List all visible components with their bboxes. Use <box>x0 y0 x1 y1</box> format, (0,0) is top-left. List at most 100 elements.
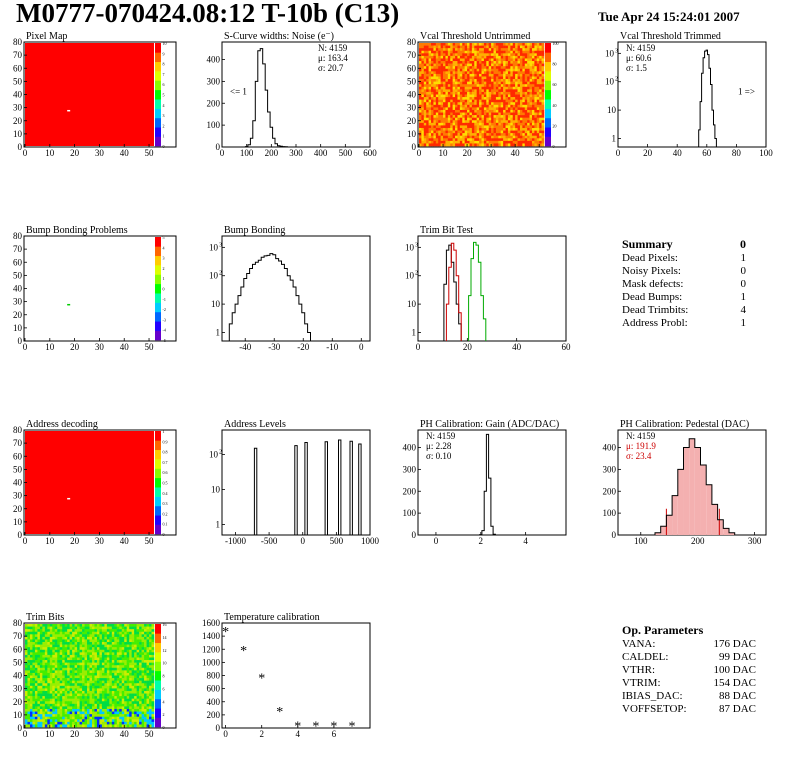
heatmap-cell <box>421 81 425 85</box>
heatmap-cell <box>52 631 56 635</box>
heatmap-cell <box>474 117 477 121</box>
heatmap-cell <box>493 94 497 98</box>
heatmap-cell <box>52 690 56 694</box>
heatmap-cell <box>467 79 470 82</box>
heatmap-cell <box>27 654 31 658</box>
heatmap-cell <box>101 678 105 681</box>
heatmap-cell <box>91 680 95 684</box>
heatmap-cell <box>72 672 75 676</box>
heatmap-cell <box>483 68 487 72</box>
heatmap-cell <box>99 647 103 651</box>
heatmap-cell <box>59 685 63 689</box>
heatmap-cell <box>452 143 456 147</box>
heatmap-cell <box>42 629 46 633</box>
heatmap-cell <box>111 693 115 697</box>
heatmap-cell <box>27 719 31 723</box>
heatmap-cell <box>512 107 516 111</box>
heatmap-cell <box>91 721 95 725</box>
heatmap-cell <box>44 624 48 627</box>
heatmap-cell <box>479 109 482 113</box>
heatmap-cell <box>529 138 533 142</box>
heatmap-cell <box>37 685 41 689</box>
heatmap-cell <box>474 45 477 49</box>
heatmap-cell <box>452 58 456 62</box>
heatmap-cell <box>89 678 93 681</box>
heatmap-cell <box>59 636 63 640</box>
heatmap-cell <box>82 693 85 697</box>
heatmap-cell <box>34 672 38 676</box>
heatmap-cell <box>34 711 38 715</box>
heatmap-cell <box>111 685 115 689</box>
heatmap-cell <box>124 680 128 684</box>
heatmap-cell <box>517 125 521 129</box>
heatmap-cell <box>89 721 93 725</box>
heatmap-cell <box>104 714 108 718</box>
heatmap-cell <box>49 724 53 728</box>
heatmap-cell <box>481 61 485 64</box>
heatmap-cell <box>541 79 545 82</box>
heatmap-cell <box>423 138 427 142</box>
heatmap-cell <box>62 639 65 643</box>
heatmap-cell <box>515 140 518 144</box>
heatmap-cell <box>104 636 108 640</box>
heatmap-cell <box>493 53 497 57</box>
heatmap-cell <box>25 642 28 645</box>
heatmap-cell <box>121 672 125 676</box>
heatmap-cell <box>527 79 530 82</box>
heatmap-cell <box>52 629 56 633</box>
heatmap-cell <box>539 94 542 98</box>
heatmap-cell <box>139 696 142 699</box>
heatmap-cell <box>517 115 521 118</box>
heatmap-cell <box>476 84 480 88</box>
heatmap-cell <box>111 649 115 653</box>
heatmap-cell <box>529 94 533 98</box>
heatmap-cell <box>498 109 502 113</box>
panel-title: Address Levels <box>224 419 286 430</box>
heatmap-cell <box>505 53 509 57</box>
heatmap-cell <box>419 79 422 82</box>
heatmap-cell <box>503 66 506 70</box>
heatmap-cell <box>89 708 93 712</box>
heatmap-cell <box>433 68 437 72</box>
heatmap-cell <box>57 696 61 699</box>
heatmap-cell <box>500 117 504 121</box>
heatmap-cell <box>531 58 535 62</box>
heatmap-cell <box>500 109 504 113</box>
heatmap-cell <box>54 680 58 684</box>
heatmap-cell <box>129 672 132 676</box>
heatmap-cell <box>47 680 51 684</box>
heatmap-cell <box>121 719 125 723</box>
heatmap-cell <box>433 89 437 93</box>
heatmap-cell <box>519 120 523 124</box>
heatmap-cell <box>37 644 41 648</box>
heatmap-cell <box>464 122 468 126</box>
heatmap-cell <box>77 647 80 651</box>
heatmap-cell <box>522 55 526 59</box>
heatmap-cell <box>82 678 85 681</box>
panel-frame <box>221 622 371 729</box>
heatmap-cell <box>531 79 535 82</box>
heatmap-cell <box>500 45 504 49</box>
heatmap-cell <box>42 649 46 653</box>
heatmap-cell <box>527 71 530 75</box>
heatmap-cell <box>39 693 43 697</box>
heatmap-cell <box>529 86 533 90</box>
heatmap-cell <box>64 716 68 720</box>
heatmap-cell <box>433 99 437 103</box>
heatmap-cell <box>493 122 497 126</box>
x-tick-label: 500 <box>339 148 353 158</box>
heatmap-cell <box>84 652 88 656</box>
heatmap-cell <box>438 61 441 64</box>
heatmap-cell <box>467 143 470 147</box>
heatmap-cell <box>421 107 425 111</box>
colorbar-segment <box>155 440 161 451</box>
heatmap-cell <box>151 652 155 656</box>
heatmap-cell <box>94 624 98 627</box>
heatmap-cell <box>119 714 123 718</box>
heatmap-cell <box>109 657 113 661</box>
heatmap-cell <box>435 84 439 88</box>
heatmap-cell <box>69 629 73 633</box>
colorbar-segment <box>155 459 161 469</box>
heatmap-cell <box>82 631 85 635</box>
heatmap-cell <box>531 120 535 124</box>
